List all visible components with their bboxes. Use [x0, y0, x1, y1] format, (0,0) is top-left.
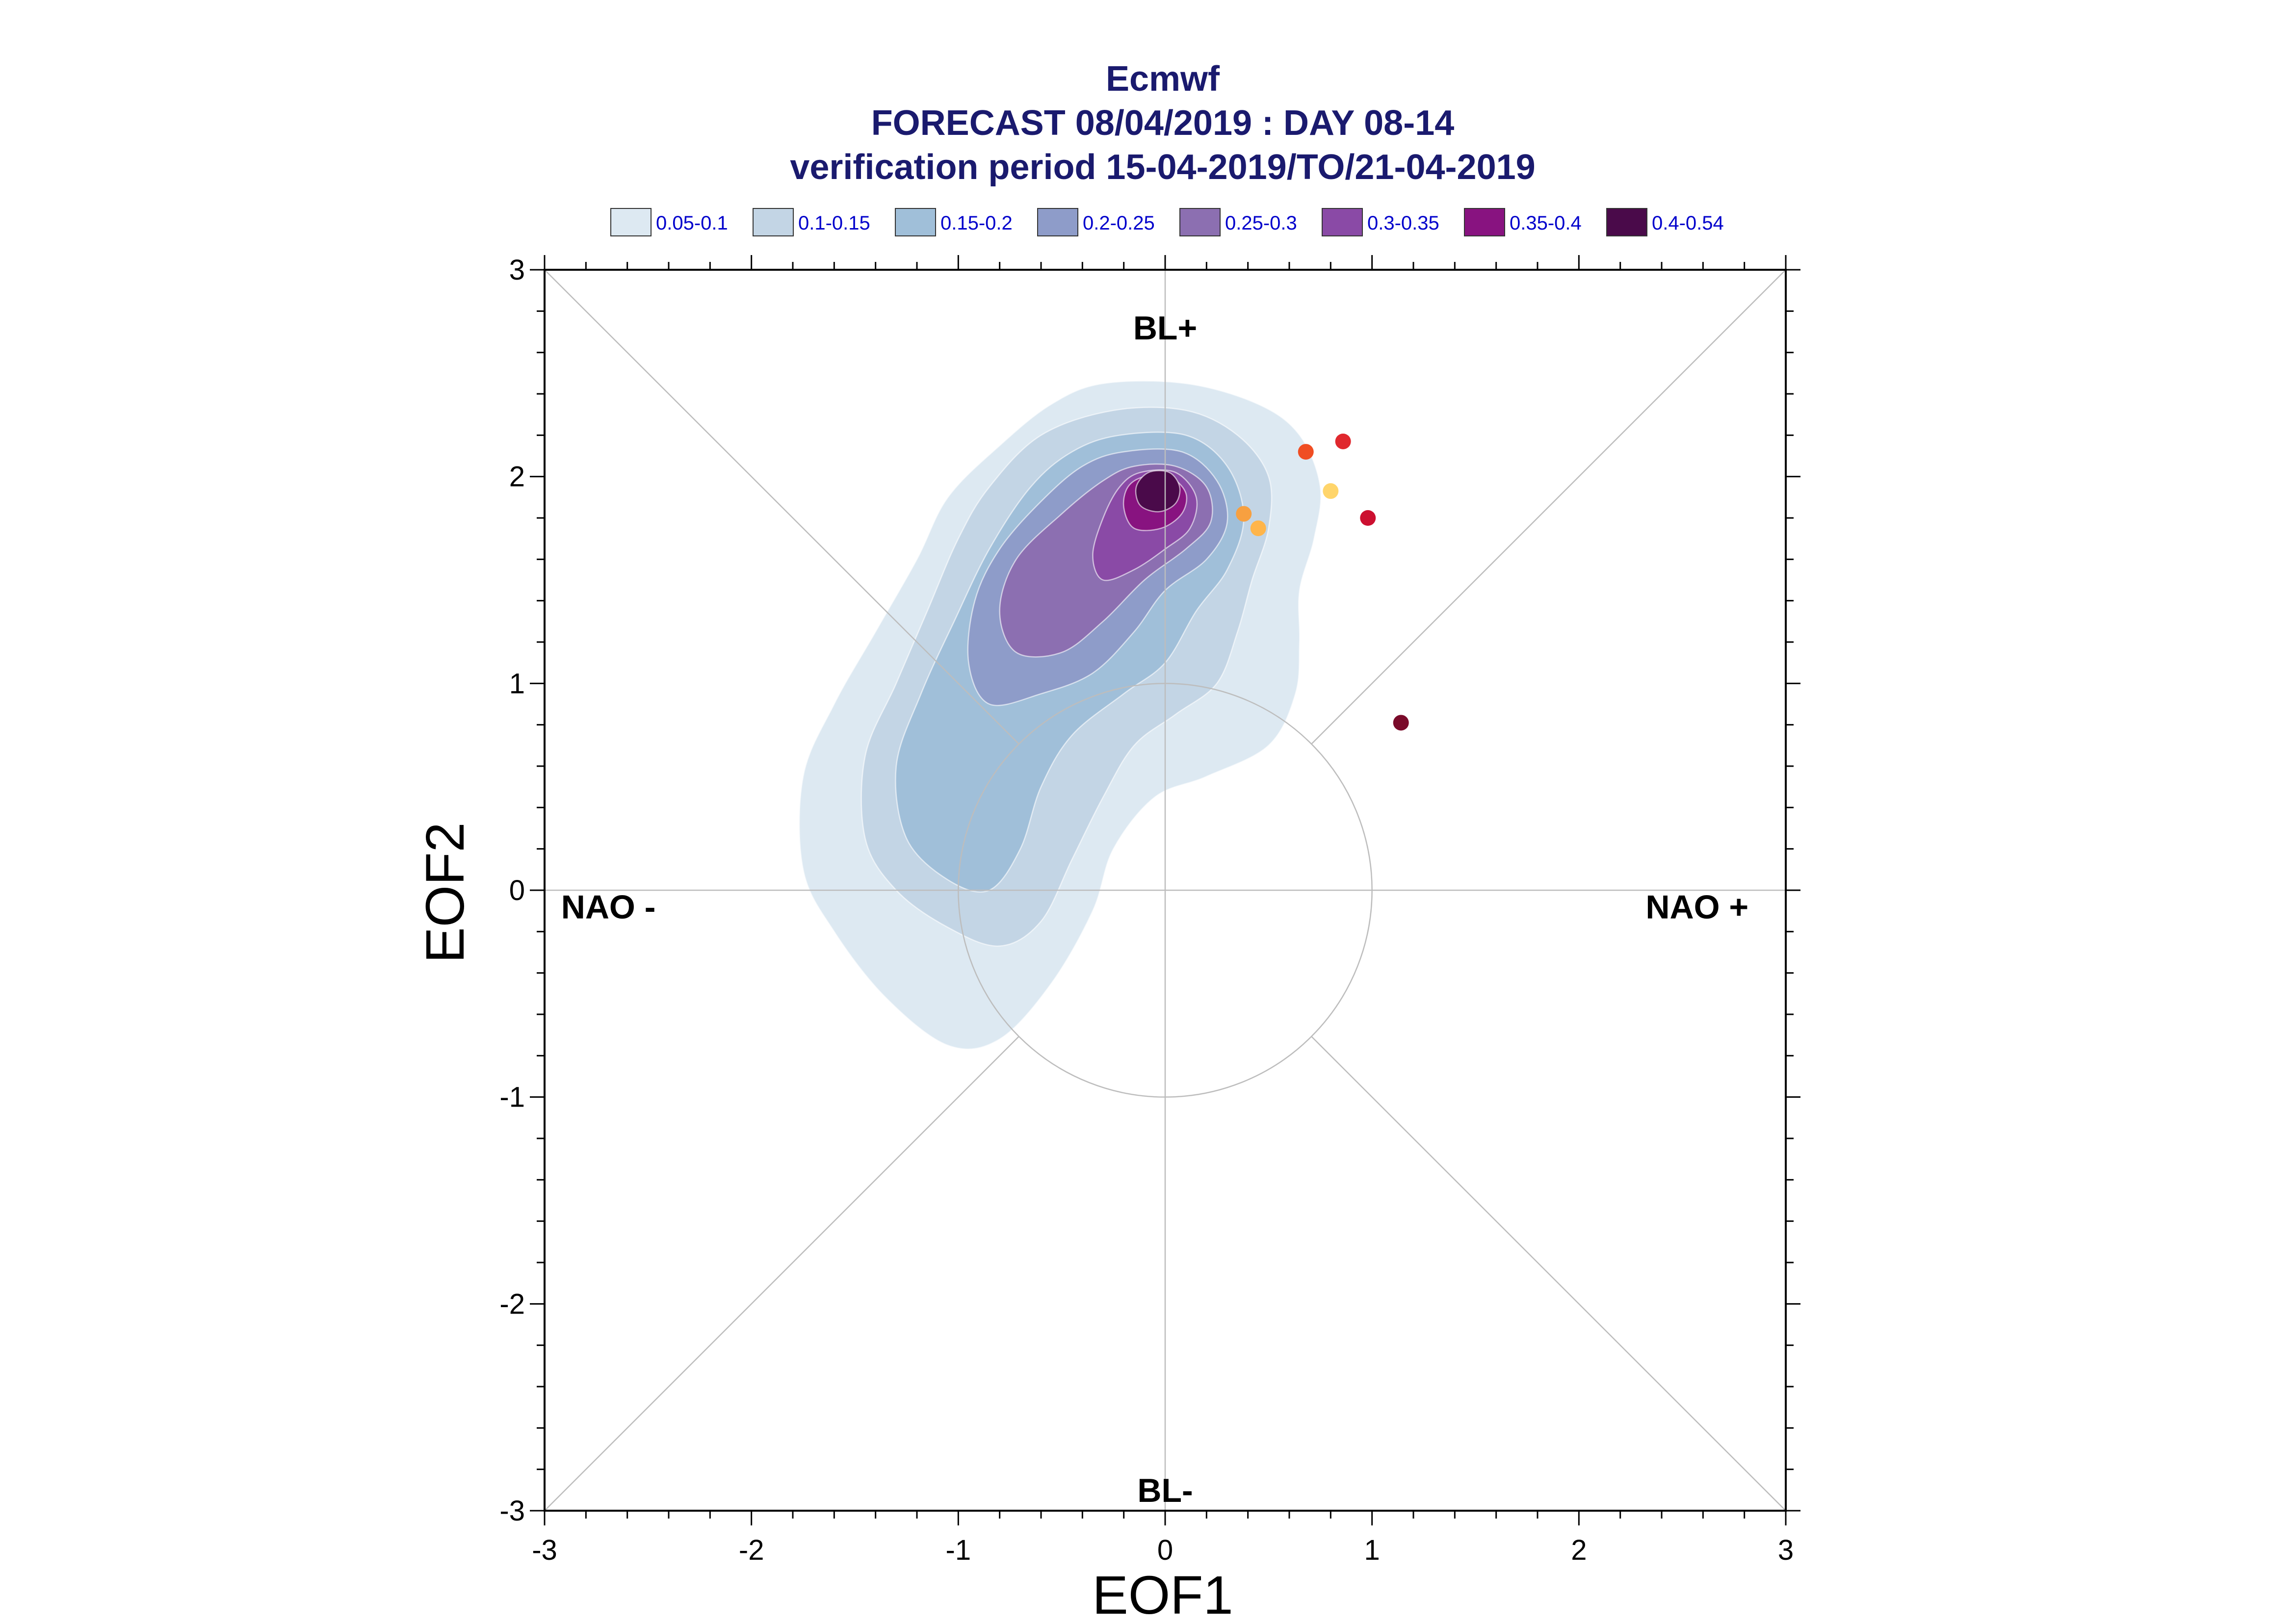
legend-item-1: 0.05-0.1 [610, 208, 728, 236]
y-axis-title: EOF2 [415, 822, 475, 963]
legend-swatch [1179, 208, 1221, 236]
y-tick-label: 3 [509, 254, 525, 286]
forecast-point-5 [1250, 520, 1266, 537]
forecast-point-3 [1323, 483, 1339, 499]
legend-label: 0.15-0.2 [940, 212, 1013, 234]
x-tick-label: 1 [1364, 1534, 1380, 1566]
regime-label-bl-plus: BL+ [1133, 309, 1197, 347]
diagonal-line-lower-left [544, 1036, 1019, 1511]
legend-swatch [610, 208, 652, 236]
diagonal-line-upper-right [1311, 269, 1786, 745]
forecast-point-4 [1236, 506, 1252, 522]
density-contours [798, 380, 1322, 1050]
legend-item-7: 0.35-0.4 [1464, 208, 1582, 236]
legend-swatch [753, 208, 794, 236]
legend-item-6: 0.3-0.35 [1322, 208, 1439, 236]
legend-label: 0.25-0.3 [1225, 212, 1297, 234]
x-tick-label: -2 [739, 1534, 764, 1566]
y-tick-label: -2 [499, 1288, 525, 1320]
diagonal-line-lower-right [1311, 1036, 1786, 1511]
regime-label-bl-minus: BL- [1137, 1472, 1193, 1509]
y-tick-label: -3 [499, 1495, 525, 1527]
density-contour-0.4-0.54 [1135, 470, 1181, 513]
y-tick-label: 0 [509, 875, 525, 906]
forecast-point-2 [1298, 444, 1314, 460]
legend-swatch [1606, 208, 1647, 236]
diagonal-line-upper-left [544, 269, 1019, 745]
legend-item-2: 0.1-0.15 [753, 208, 870, 236]
y-tick-label: -1 [499, 1082, 525, 1113]
chart-title-line-1: Ecmwf [1106, 59, 1220, 99]
legend-label: 0.35-0.4 [1510, 212, 1582, 234]
legend-label: 0.4-0.54 [1652, 212, 1724, 234]
legend-label: 0.2-0.25 [1083, 212, 1155, 234]
legend-item-3: 0.15-0.2 [895, 208, 1013, 236]
legend-label: 0.05-0.1 [656, 212, 728, 234]
chart-title-line-2: FORECAST 08/04/2019 : DAY 08-14 [871, 103, 1455, 143]
legend-item-4: 0.2-0.25 [1037, 208, 1155, 236]
forecast-points [1236, 433, 1409, 731]
legend-swatch [895, 208, 936, 236]
legend-item-8: 0.4-0.54 [1606, 208, 1724, 236]
chart-title-line-3: verification period 15-04-2019/TO/21-04-… [790, 148, 1535, 187]
legend-item-5: 0.25-0.3 [1179, 208, 1297, 236]
x-tick-label: -3 [532, 1534, 557, 1566]
x-axis-title: EOF1 [1092, 1565, 1233, 1624]
regime-label-nao-minus: NAO - [561, 889, 656, 926]
legend: 0.05-0.1 0.1-0.15 0.15-0.2 0.2-0.25 0.25-0.3… [610, 208, 1724, 236]
y-tick-label: 2 [509, 461, 525, 493]
legend-swatch [1322, 208, 1363, 236]
legend-swatch [1037, 208, 1078, 236]
x-tick-label: 0 [1157, 1534, 1173, 1566]
forecast-point-1 [1335, 433, 1351, 449]
legend-swatch [1464, 208, 1505, 236]
forecast-point-7 [1393, 715, 1409, 731]
regime-label-nao-plus: NAO + [1645, 889, 1748, 926]
y-tick-label: 1 [509, 668, 525, 699]
axis-ticks: -3 -2 -1 0 1 2 3 -3 -2 -1 0 1 2 3 [499, 254, 1800, 1566]
x-tick-label: 2 [1571, 1534, 1587, 1566]
forecast-point-6 [1360, 510, 1376, 526]
unit-circle [958, 683, 1373, 1098]
legend-label: 0.1-0.15 [798, 212, 870, 234]
x-tick-label: -1 [946, 1534, 971, 1566]
reference-lines [544, 269, 1786, 1511]
legend-label: 0.3-0.35 [1367, 212, 1439, 234]
x-tick-label: 3 [1778, 1534, 1794, 1566]
